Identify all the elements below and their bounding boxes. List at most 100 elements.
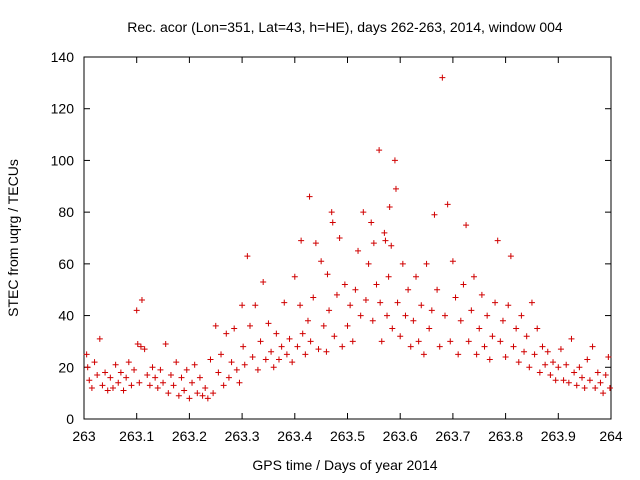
data-point [194, 390, 201, 397]
data-point [191, 361, 198, 368]
data-point [329, 219, 336, 226]
data-point [560, 377, 567, 384]
data-point [104, 387, 111, 394]
data-point [244, 253, 251, 260]
data-point [339, 343, 346, 350]
data-point [312, 240, 319, 247]
data-point [306, 193, 313, 200]
data-point [489, 333, 496, 340]
data-point [260, 278, 267, 285]
data-point [291, 273, 298, 280]
data-point [144, 372, 151, 379]
data-point [212, 322, 219, 329]
data-point [283, 351, 290, 358]
data-point [189, 379, 196, 386]
data-point [377, 299, 384, 306]
x-tick-label: 263.6 [383, 428, 418, 444]
x-tick-label: 263.1 [119, 428, 154, 444]
data-point [178, 374, 185, 381]
data-point [606, 384, 613, 391]
data-point [165, 390, 172, 397]
data-point [478, 291, 485, 298]
data-point [370, 240, 377, 247]
data-point [323, 348, 330, 355]
data-point [392, 185, 399, 192]
data-point [381, 229, 388, 236]
data-point [131, 366, 138, 373]
data-point [552, 377, 559, 384]
data-point [347, 302, 354, 309]
data-point [133, 307, 140, 314]
data-point [162, 341, 169, 348]
plot-frame [83, 56, 612, 420]
data-point [481, 343, 488, 350]
y-tick-label: 140 [51, 49, 75, 65]
data-point [534, 325, 541, 332]
data-point [586, 377, 593, 384]
data-point [273, 330, 280, 337]
data-point [146, 382, 153, 389]
data-point [336, 235, 343, 241]
x-tick-label: 263.8 [488, 428, 523, 444]
data-point [154, 384, 161, 391]
data-point [594, 369, 601, 376]
data-point [86, 377, 93, 384]
data-point [333, 291, 340, 298]
data-point [499, 317, 506, 324]
data-point [138, 297, 145, 304]
data-point [241, 361, 248, 368]
data-point [376, 147, 383, 154]
y-tick-label: 60 [58, 256, 74, 272]
data-point [405, 286, 412, 293]
data-point [510, 343, 517, 350]
data-point [428, 307, 435, 314]
data-point [123, 374, 130, 381]
data-point [91, 359, 98, 366]
data-point [286, 335, 293, 342]
data-point [407, 343, 414, 350]
data-point [526, 364, 533, 371]
data-point [397, 333, 404, 340]
data-point [112, 361, 119, 368]
data-point [204, 395, 211, 402]
data-point [497, 338, 504, 345]
y-tick-label: 100 [51, 152, 75, 168]
data-point [368, 219, 375, 226]
data-point [328, 209, 335, 216]
data-point [125, 359, 132, 366]
x-tick-label: 263.3 [225, 428, 260, 444]
data-point [502, 353, 509, 360]
data-point [249, 353, 256, 360]
data-point [270, 364, 277, 371]
data-point [457, 317, 464, 324]
data-point [315, 346, 322, 353]
data-point [536, 369, 543, 376]
data-point [476, 325, 483, 332]
data-point [463, 222, 470, 229]
data-point [423, 260, 430, 267]
data-point [275, 356, 282, 363]
data-point [352, 286, 359, 293]
data-point [373, 281, 380, 288]
data-point [225, 374, 232, 381]
data-point [310, 294, 317, 301]
data-point [452, 294, 459, 301]
data-point [281, 299, 288, 306]
data-point [539, 343, 546, 350]
y-tick-label: 80 [58, 204, 74, 220]
data-point [128, 382, 135, 389]
data-point [605, 353, 612, 360]
data-point [252, 302, 259, 309]
data-point [141, 346, 148, 353]
data-point [186, 395, 193, 402]
data-points [83, 74, 613, 402]
data-point [134, 341, 141, 348]
data-point [109, 384, 116, 391]
data-point [579, 374, 586, 381]
data-point [88, 384, 95, 391]
x-tick-label: 264 [599, 428, 623, 444]
chart-title: Rec. acor (Lon=351, Lat=43, h=HE), days … [127, 19, 563, 35]
data-point [318, 258, 325, 265]
data-point [218, 351, 225, 358]
data-point [473, 351, 480, 358]
